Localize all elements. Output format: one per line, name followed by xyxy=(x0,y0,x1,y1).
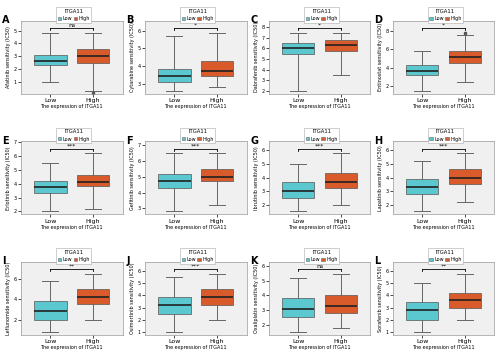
PathPatch shape xyxy=(406,302,438,320)
Text: C: C xyxy=(250,15,258,25)
X-axis label: The expression of ITGA11: The expression of ITGA11 xyxy=(164,104,227,109)
PathPatch shape xyxy=(158,174,190,188)
PathPatch shape xyxy=(282,43,314,54)
Legend: Low, High: Low, High xyxy=(180,7,215,22)
Legend: Low, High: Low, High xyxy=(304,7,339,22)
X-axis label: The expression of ITGA11: The expression of ITGA11 xyxy=(40,345,103,350)
Legend: Low, High: Low, High xyxy=(428,248,463,264)
PathPatch shape xyxy=(158,69,190,82)
Text: B: B xyxy=(126,15,134,25)
PathPatch shape xyxy=(200,169,233,182)
Legend: Low, High: Low, High xyxy=(56,248,91,264)
Legend: Low, High: Low, High xyxy=(304,128,339,143)
Legend: Low, High: Low, High xyxy=(180,128,215,143)
Y-axis label: Gefitinib sensitivity (IC50): Gefitinib sensitivity (IC50) xyxy=(130,146,136,210)
Text: ***: *** xyxy=(315,143,324,148)
Text: E: E xyxy=(2,136,9,146)
X-axis label: The expression of ITGA11: The expression of ITGA11 xyxy=(164,345,227,350)
Text: F: F xyxy=(126,136,133,146)
Text: A: A xyxy=(2,15,10,25)
Text: I: I xyxy=(2,256,6,266)
Text: *: * xyxy=(194,23,197,28)
Y-axis label: Oxaliplatin sensitivity (IC50): Oxaliplatin sensitivity (IC50) xyxy=(254,264,260,333)
PathPatch shape xyxy=(34,181,66,193)
Legend: Low, High: Low, High xyxy=(428,128,463,143)
X-axis label: The expression of ITGA11: The expression of ITGA11 xyxy=(164,225,227,230)
PathPatch shape xyxy=(324,295,357,313)
PathPatch shape xyxy=(448,51,481,63)
Y-axis label: Ibrutinib sensitivity (IC50): Ibrutinib sensitivity (IC50) xyxy=(254,146,260,210)
Y-axis label: Dabrafenib sensitivity (IC50): Dabrafenib sensitivity (IC50) xyxy=(254,22,260,93)
Text: **: ** xyxy=(68,264,75,269)
PathPatch shape xyxy=(76,49,109,63)
PathPatch shape xyxy=(448,169,481,184)
Text: *: * xyxy=(442,23,445,28)
PathPatch shape xyxy=(282,182,314,198)
Y-axis label: Sorafenib sensitivity (IC50): Sorafenib sensitivity (IC50) xyxy=(378,265,383,332)
Text: L: L xyxy=(374,256,380,266)
PathPatch shape xyxy=(324,173,357,188)
Y-axis label: Entinostat sensitivity (IC50): Entinostat sensitivity (IC50) xyxy=(378,23,383,91)
X-axis label: The expression of ITGA11: The expression of ITGA11 xyxy=(288,225,351,230)
Text: ***: *** xyxy=(191,264,200,269)
Legend: Low, High: Low, High xyxy=(428,7,463,22)
Text: ***: *** xyxy=(67,143,76,148)
X-axis label: The expression of ITGA11: The expression of ITGA11 xyxy=(412,345,475,350)
X-axis label: The expression of ITGA11: The expression of ITGA11 xyxy=(288,104,351,109)
Text: D: D xyxy=(374,15,382,25)
PathPatch shape xyxy=(200,61,233,76)
PathPatch shape xyxy=(34,55,66,65)
Text: ns: ns xyxy=(316,264,323,269)
PathPatch shape xyxy=(324,40,357,51)
Y-axis label: Osimertinib sensitivity (IC50): Osimertinib sensitivity (IC50) xyxy=(130,263,136,334)
Text: *: * xyxy=(318,23,321,28)
PathPatch shape xyxy=(76,289,109,304)
Y-axis label: Leflunomide sensitivity (IC50): Leflunomide sensitivity (IC50) xyxy=(6,262,12,335)
PathPatch shape xyxy=(406,179,438,194)
Text: H: H xyxy=(374,136,382,146)
Legend: Low, High: Low, High xyxy=(304,248,339,264)
X-axis label: The expression of ITGA11: The expression of ITGA11 xyxy=(412,225,475,230)
Text: ***: *** xyxy=(439,143,448,148)
Legend: Low, High: Low, High xyxy=(56,7,91,22)
Y-axis label: Cytarabine sensitivity (IC50): Cytarabine sensitivity (IC50) xyxy=(130,22,136,92)
Text: ***: *** xyxy=(191,143,200,148)
Text: **: ** xyxy=(440,264,446,269)
PathPatch shape xyxy=(448,293,481,308)
Y-axis label: Erlotinib sensitivity (IC50): Erlotinib sensitivity (IC50) xyxy=(6,146,12,210)
X-axis label: The expression of ITGA11: The expression of ITGA11 xyxy=(40,104,103,109)
Text: J: J xyxy=(126,256,130,266)
Y-axis label: Afatinib sensitivity (IC50): Afatinib sensitivity (IC50) xyxy=(6,26,12,88)
PathPatch shape xyxy=(158,297,190,314)
Legend: Low, High: Low, High xyxy=(56,128,91,143)
Text: ns: ns xyxy=(68,23,76,28)
PathPatch shape xyxy=(200,289,233,305)
PathPatch shape xyxy=(76,175,109,187)
X-axis label: The expression of ITGA11: The expression of ITGA11 xyxy=(412,104,475,109)
Text: K: K xyxy=(250,256,258,266)
PathPatch shape xyxy=(34,301,66,320)
PathPatch shape xyxy=(282,298,314,317)
X-axis label: The expression of ITGA11: The expression of ITGA11 xyxy=(288,345,351,350)
Text: G: G xyxy=(250,136,258,146)
Y-axis label: Lapatinib sensitivity (IC50): Lapatinib sensitivity (IC50) xyxy=(378,145,383,211)
X-axis label: The expression of ITGA11: The expression of ITGA11 xyxy=(40,225,103,230)
Legend: Low, High: Low, High xyxy=(180,248,215,264)
PathPatch shape xyxy=(406,65,438,75)
